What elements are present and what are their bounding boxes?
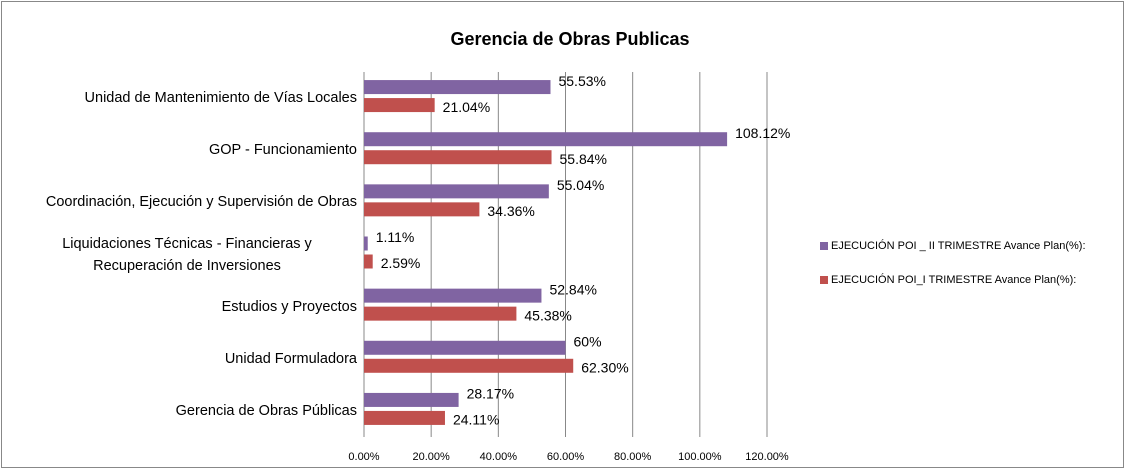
bar — [364, 410, 445, 425]
x-tick-label: 120.00% — [745, 451, 789, 463]
legend-swatch — [820, 242, 828, 250]
y-tick-label: Estudios y Proyectos — [17, 296, 357, 318]
legend-label: EJECUCIÓN POI_I TRIMESTRE Avance Plan(%)… — [831, 273, 1076, 286]
bar — [364, 150, 552, 165]
y-tick-text: Unidad de Mantenimiento de Vías Locales — [84, 90, 357, 107]
y-tick-label: Unidad Formuladora — [17, 348, 357, 370]
data-label: 60% — [574, 333, 602, 349]
y-tick-label: Unidad de Mantenimiento de Vías Locales — [17, 87, 357, 109]
bar — [364, 184, 549, 199]
data-label: 62.30% — [581, 359, 628, 375]
x-tick-label: 60.00% — [547, 451, 585, 463]
chart-title: Gerencia de Obras Publicas — [450, 29, 689, 49]
data-label: 55.04% — [557, 177, 604, 193]
bar — [364, 392, 459, 407]
y-tick-text: GOP - Funcionamiento — [208, 142, 357, 159]
y-tick-text: Unidad Formuladora — [224, 350, 357, 367]
y-tick-text: Estudios y Proyectos — [221, 298, 357, 315]
bar — [364, 358, 574, 373]
data-label: 2.59% — [381, 255, 421, 271]
y-tick-text: Liquidaciones Técnicas - Financieras y R… — [62, 235, 312, 274]
x-tick-label: 100.00% — [678, 451, 722, 463]
data-label: 45.38% — [524, 307, 571, 323]
y-tick-text: Gerencia de Obras Públicas — [175, 402, 357, 419]
bar — [364, 98, 435, 113]
bar — [364, 80, 551, 95]
legend-label: EJECUCIÓN POI _ II TRIMESTRE Avance Plan… — [831, 239, 1086, 252]
x-tick-label: 80.00% — [614, 451, 652, 463]
data-label: 1.11% — [376, 229, 415, 245]
bar — [364, 306, 517, 321]
data-label: 28.17% — [467, 386, 514, 402]
bar — [364, 340, 566, 355]
bar — [364, 132, 728, 147]
y-tick-label: Coordinación, Ejecución y Supervisión de… — [17, 191, 357, 213]
x-tick-label: 0.00% — [348, 451, 379, 463]
data-label: 21.04% — [443, 99, 490, 115]
bar — [364, 254, 373, 269]
data-label: 34.36% — [487, 203, 534, 219]
x-tick-label: 40.00% — [480, 451, 518, 463]
bar — [364, 236, 368, 251]
data-label: 24.11% — [453, 412, 499, 428]
bar — [364, 288, 542, 303]
y-tick-label: Gerencia de Obras Públicas — [17, 400, 357, 422]
x-tick-label: 20.00% — [413, 451, 451, 463]
data-label: 52.84% — [549, 281, 596, 297]
bar — [364, 202, 480, 217]
data-label: 55.53% — [558, 73, 605, 89]
legend-swatch — [820, 276, 828, 284]
data-label: 108.12% — [735, 125, 790, 141]
data-label: 55.84% — [560, 151, 607, 167]
y-tick-label: GOP - Funcionamiento — [17, 139, 357, 161]
y-tick-label: Liquidaciones Técnicas - Financieras y R… — [17, 233, 357, 277]
y-tick-text: Coordinación, Ejecución y Supervisión de… — [45, 194, 357, 211]
